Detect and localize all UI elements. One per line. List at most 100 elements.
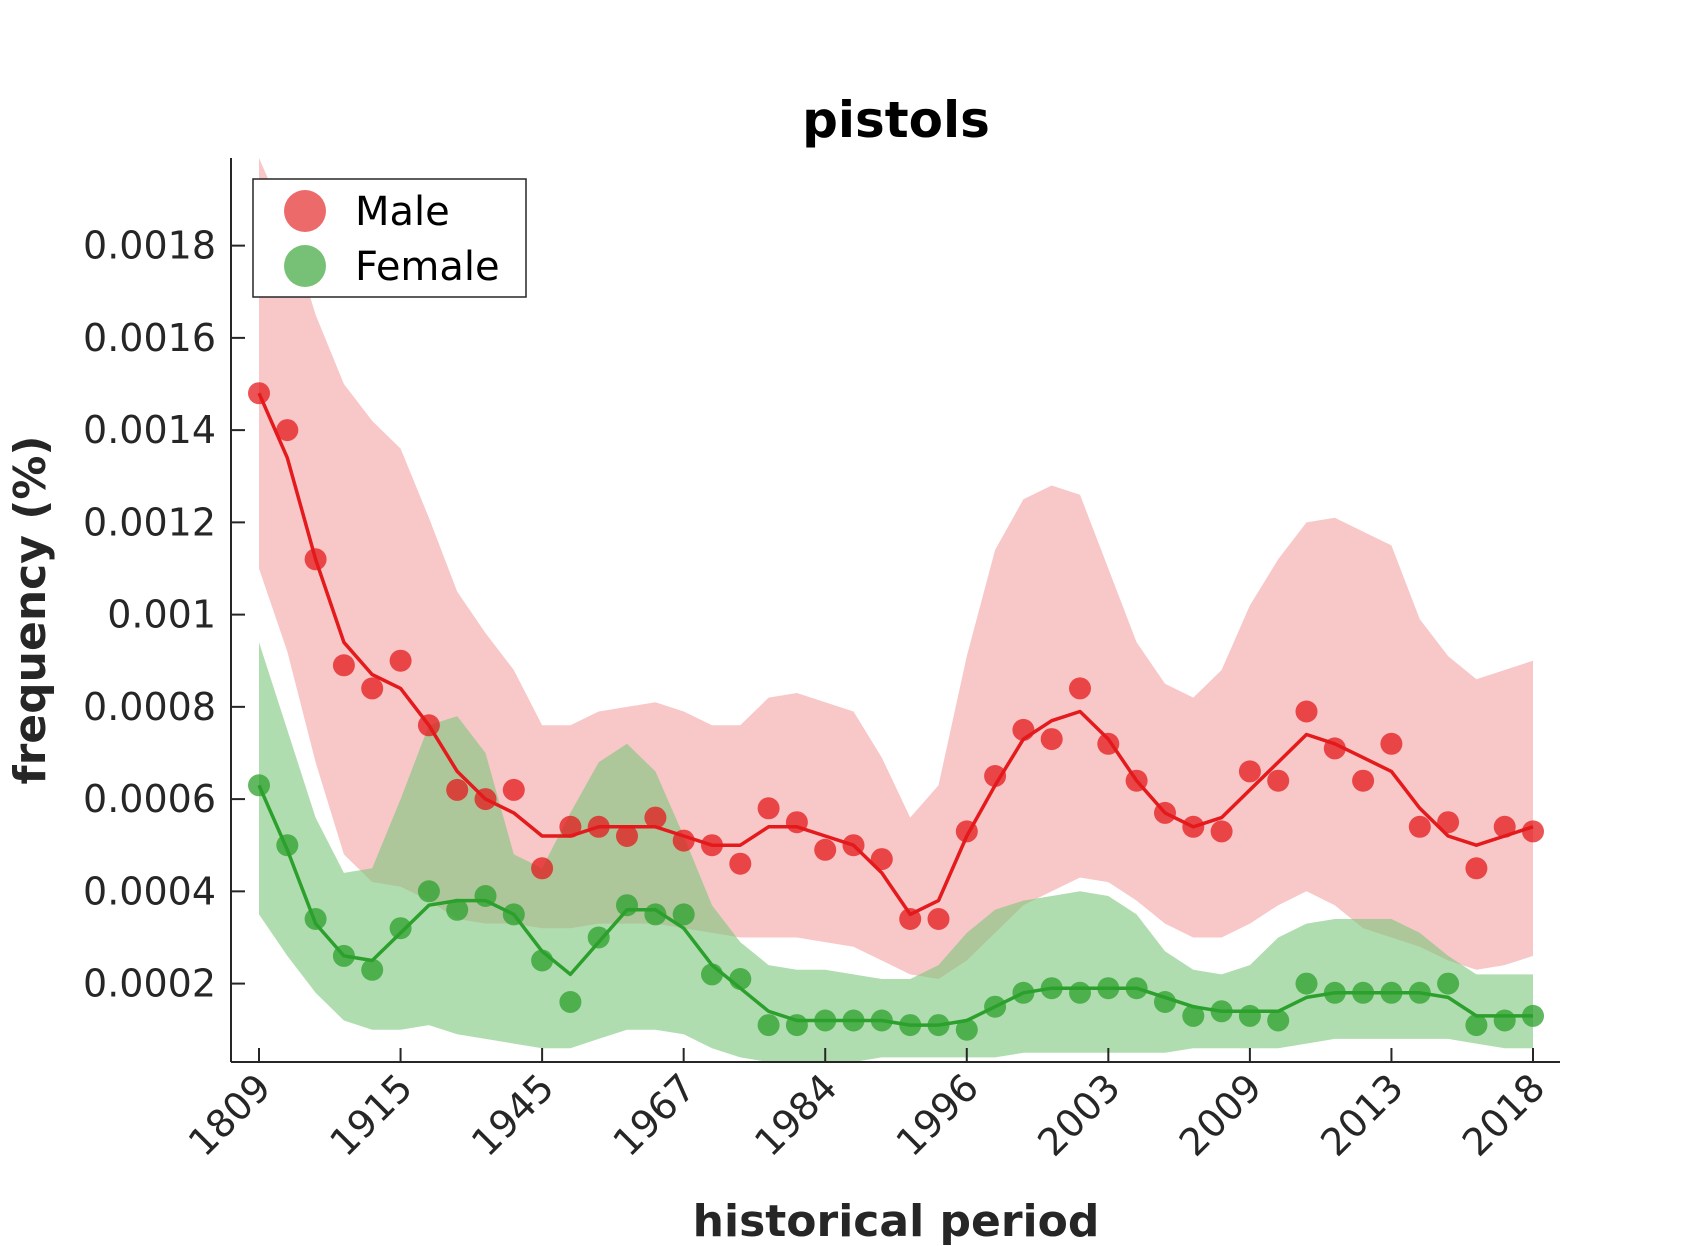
female-data-point <box>814 1009 837 1032</box>
male-data-point <box>1380 732 1403 755</box>
y-ticks: 0.0002 0.0004 0.0006 0.0008 0.001 0.0012 0.001… <box>83 224 245 1006</box>
male-data-point <box>1437 811 1460 834</box>
female-data-point <box>1408 981 1431 1004</box>
series-points <box>248 382 1544 1041</box>
male-data-point <box>814 838 837 861</box>
male-data-point <box>1012 718 1035 741</box>
male-data-point <box>1522 820 1544 843</box>
legend-label-male: Male <box>355 189 450 235</box>
male-data-point <box>644 806 667 829</box>
female-data-point <box>955 1018 978 1041</box>
female-data-point <box>1012 981 1035 1004</box>
male-data-point <box>304 548 327 571</box>
male-data-point <box>616 825 638 847</box>
male-data-point <box>729 852 752 875</box>
male-data-point <box>1210 820 1233 843</box>
male-data-point <box>389 649 412 672</box>
female-data-point <box>1125 977 1148 1000</box>
axes <box>230 158 1560 1063</box>
female-data-point <box>587 926 610 949</box>
female-data-point <box>474 885 497 907</box>
legend: Male Female <box>252 178 527 298</box>
female-data-point <box>927 1014 950 1037</box>
female-data-point <box>1380 981 1403 1004</box>
y-tick-label: 0.0018 <box>83 224 216 268</box>
male-data-point <box>1323 737 1346 760</box>
female-data-point <box>1069 981 1091 1004</box>
male-data-point <box>1069 677 1091 700</box>
male-data-point <box>531 857 554 880</box>
y-tick-label: 0.0006 <box>83 777 216 821</box>
male-data-point <box>332 654 355 677</box>
y-tick-label: 0.0014 <box>83 408 216 452</box>
female-data-point <box>1522 1004 1544 1027</box>
male-data-point <box>927 908 950 930</box>
legend-swatch-male <box>284 190 326 232</box>
female-data-point <box>870 1009 893 1032</box>
female-data-point <box>616 894 638 917</box>
confidence-bands <box>259 158 1533 1062</box>
female-data-point <box>1295 972 1318 995</box>
female-data-point <box>1040 977 1063 1000</box>
male-data-point <box>474 788 497 811</box>
male-data-point <box>1465 857 1488 880</box>
male-data-point <box>276 419 299 442</box>
male-data-point <box>446 778 469 801</box>
male-data-point <box>842 834 865 857</box>
female-data-point <box>1238 1004 1261 1027</box>
female-data-point <box>672 903 695 926</box>
male-data-point <box>1267 769 1290 792</box>
female-data-point <box>842 1009 865 1032</box>
male-data-point <box>672 829 695 852</box>
female-data-point <box>361 958 384 981</box>
series-lines <box>257 392 1534 1027</box>
female-data-point <box>1154 991 1176 1013</box>
male-data-point <box>1182 815 1205 838</box>
female-trend-line <box>257 784 1533 1027</box>
male-data-point <box>899 908 922 930</box>
male-trend-line <box>257 392 1534 917</box>
male-data-point <box>1040 728 1063 751</box>
female-data-point <box>899 1014 922 1037</box>
chart-title: pistols <box>802 91 990 149</box>
female-data-point <box>1097 977 1120 1000</box>
male-data-point <box>757 797 780 820</box>
female-data-point <box>417 880 440 903</box>
female-data-point <box>1493 1009 1516 1032</box>
female-data-point <box>1210 1000 1233 1023</box>
female-data-point <box>644 903 667 926</box>
female-data-point <box>1437 972 1460 995</box>
male-data-point <box>502 778 525 801</box>
male-data-point <box>1125 769 1148 792</box>
male-data-point <box>785 811 808 834</box>
male-data-point <box>361 677 384 700</box>
y-tick-label: 0.0004 <box>83 869 216 913</box>
female-data-point <box>389 917 412 940</box>
female-data-point <box>785 1014 808 1037</box>
male-data-point <box>955 820 978 843</box>
legend-label-female: Female <box>355 244 500 290</box>
y-tick-label: 0.0016 <box>83 316 216 360</box>
female-data-point <box>984 995 1007 1018</box>
female-confidence-band <box>259 642 1533 1062</box>
female-data-point <box>729 968 752 990</box>
female-data-point <box>1323 981 1346 1004</box>
male-data-point <box>248 382 270 405</box>
male-data-point <box>701 834 723 857</box>
female-data-point <box>701 963 723 986</box>
female-data-point <box>757 1014 780 1037</box>
male-data-point <box>1238 760 1261 783</box>
female-data-point <box>304 908 327 930</box>
male-data-point <box>559 815 582 838</box>
male-data-point <box>587 815 610 838</box>
legend-swatch-female <box>284 245 326 287</box>
female-data-point <box>248 774 270 797</box>
male-data-point <box>1154 801 1176 824</box>
female-data-point <box>276 834 299 857</box>
y-tick-label: 0.001 <box>107 593 216 637</box>
female-data-point <box>1352 981 1375 1004</box>
female-data-point <box>1267 1009 1290 1032</box>
female-data-point <box>1465 1014 1488 1037</box>
male-data-point <box>1493 815 1516 838</box>
